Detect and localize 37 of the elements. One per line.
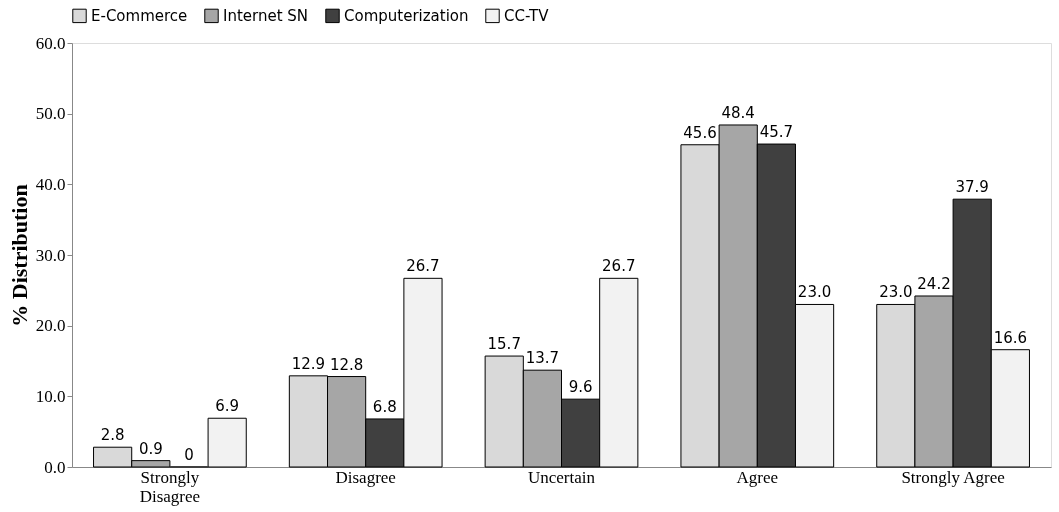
data-label: 15.7 bbox=[487, 335, 521, 354]
y-tick-label: 60.0 bbox=[35, 33, 66, 53]
legend-label: Internet SN bbox=[223, 6, 309, 25]
y-tick-label: 50.0 bbox=[35, 104, 66, 124]
data-label: 0.9 bbox=[138, 439, 163, 458]
data-label: 45.7 bbox=[759, 123, 794, 142]
data-label: 6.8 bbox=[372, 397, 397, 416]
data-label: 13.7 bbox=[525, 349, 560, 368]
legend-label: E-Commerce bbox=[91, 6, 188, 25]
y-tick-label: 10.0 bbox=[35, 386, 66, 406]
x-tick-label: Agree bbox=[736, 467, 779, 487]
y-axis-title: % Distribution bbox=[6, 184, 32, 327]
x-tick-label: Disagree bbox=[335, 467, 396, 487]
data-label: 45.6 bbox=[683, 123, 717, 142]
data-label: 26.7 bbox=[602, 257, 636, 276]
data-label: 26.7 bbox=[406, 257, 440, 276]
data-label: 9.6 bbox=[568, 378, 593, 397]
y-tick-label: 30.0 bbox=[35, 245, 66, 265]
data-label: 24.2 bbox=[917, 274, 951, 293]
y-tick-label: 0.0 bbox=[44, 457, 66, 477]
data-label: 23.0 bbox=[797, 283, 832, 302]
data-label: 12.8 bbox=[329, 355, 364, 374]
x-tick-label: Strongly Agree bbox=[901, 467, 1005, 487]
data-label: 16.6 bbox=[993, 328, 1028, 347]
data-label: 2.8 bbox=[100, 426, 125, 445]
data-label: 37.9 bbox=[955, 178, 989, 197]
y-tick-label: 40.0 bbox=[35, 174, 66, 194]
y-tick-label: 20.0 bbox=[35, 316, 66, 336]
legend-label: CC-TV bbox=[504, 6, 550, 25]
legend-label: Computerization bbox=[344, 6, 469, 25]
data-label: 23.0 bbox=[879, 283, 913, 302]
x-tick-label: Strongly Disagree bbox=[139, 467, 201, 506]
data-label: 48.4 bbox=[721, 103, 755, 122]
data-label: 0 bbox=[184, 446, 194, 464]
data-label: 6.9 bbox=[215, 397, 240, 416]
x-tick-label: Uncertain bbox=[527, 467, 596, 487]
data-label: 12.9 bbox=[291, 354, 326, 373]
